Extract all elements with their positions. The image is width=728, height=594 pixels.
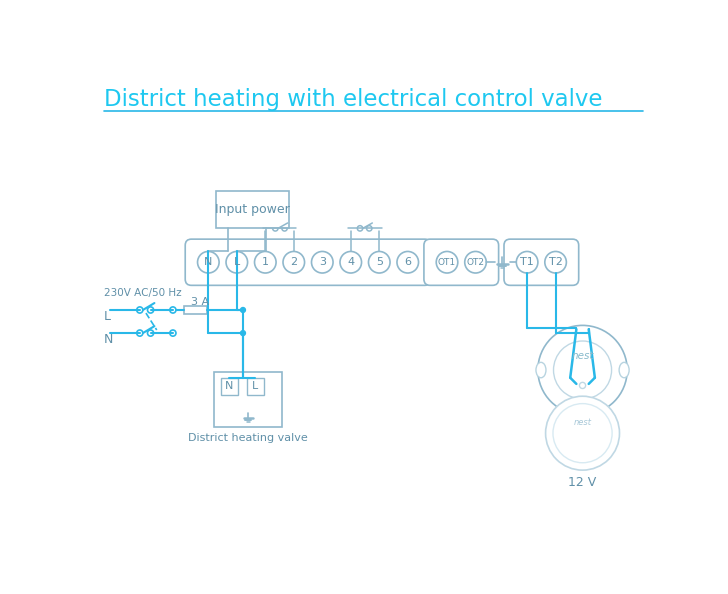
Circle shape bbox=[255, 251, 276, 273]
Text: N: N bbox=[225, 381, 233, 391]
Text: District heating with electrical control valve: District heating with electrical control… bbox=[103, 89, 602, 111]
Text: OT1: OT1 bbox=[438, 258, 456, 267]
Ellipse shape bbox=[619, 362, 629, 378]
Circle shape bbox=[170, 330, 176, 336]
Circle shape bbox=[170, 307, 176, 313]
Circle shape bbox=[579, 383, 585, 388]
Circle shape bbox=[283, 251, 304, 273]
Circle shape bbox=[368, 251, 390, 273]
Circle shape bbox=[367, 226, 372, 231]
Circle shape bbox=[226, 251, 248, 273]
Text: 2: 2 bbox=[290, 257, 297, 267]
Bar bbox=[216, 191, 289, 228]
Text: T1: T1 bbox=[521, 257, 534, 267]
Circle shape bbox=[516, 251, 538, 273]
Circle shape bbox=[436, 251, 458, 273]
Circle shape bbox=[312, 251, 333, 273]
Text: 1: 1 bbox=[262, 257, 269, 267]
FancyBboxPatch shape bbox=[185, 239, 431, 285]
Text: 12 V: 12 V bbox=[569, 476, 597, 489]
Text: nest: nest bbox=[574, 418, 592, 427]
Text: OT2: OT2 bbox=[467, 258, 485, 267]
Circle shape bbox=[397, 251, 419, 273]
Bar bbox=[221, 378, 237, 394]
Text: N: N bbox=[103, 333, 113, 346]
Circle shape bbox=[148, 330, 154, 336]
Circle shape bbox=[272, 226, 278, 231]
Text: 3: 3 bbox=[319, 257, 326, 267]
Ellipse shape bbox=[536, 362, 546, 378]
Circle shape bbox=[357, 226, 363, 231]
Text: nest: nest bbox=[571, 351, 594, 361]
Circle shape bbox=[197, 251, 219, 273]
Text: 6: 6 bbox=[404, 257, 411, 267]
Circle shape bbox=[545, 396, 620, 470]
Bar bbox=[575, 411, 590, 422]
Bar bbox=[183, 306, 207, 314]
Text: 5: 5 bbox=[376, 257, 383, 267]
Text: 4: 4 bbox=[347, 257, 355, 267]
Circle shape bbox=[340, 251, 362, 273]
Text: N: N bbox=[204, 257, 213, 267]
Text: 3 A: 3 A bbox=[191, 297, 210, 307]
Circle shape bbox=[148, 307, 154, 313]
Circle shape bbox=[545, 251, 566, 273]
Circle shape bbox=[553, 403, 612, 463]
Text: L: L bbox=[252, 381, 258, 391]
Bar bbox=[215, 372, 282, 427]
Circle shape bbox=[240, 308, 245, 312]
Text: T2: T2 bbox=[549, 257, 563, 267]
Circle shape bbox=[282, 226, 288, 231]
Circle shape bbox=[553, 341, 612, 399]
Circle shape bbox=[240, 331, 245, 336]
Circle shape bbox=[464, 251, 486, 273]
Text: L: L bbox=[103, 309, 111, 323]
Circle shape bbox=[538, 326, 628, 415]
Circle shape bbox=[137, 330, 143, 336]
Text: District heating valve: District heating valve bbox=[189, 433, 308, 443]
Text: 230V AC/50 Hz: 230V AC/50 Hz bbox=[103, 288, 181, 298]
Circle shape bbox=[137, 307, 143, 313]
Text: L: L bbox=[234, 257, 240, 267]
Text: Input power: Input power bbox=[215, 203, 290, 216]
FancyBboxPatch shape bbox=[424, 239, 499, 285]
Bar bbox=[247, 378, 264, 394]
FancyBboxPatch shape bbox=[504, 239, 579, 285]
